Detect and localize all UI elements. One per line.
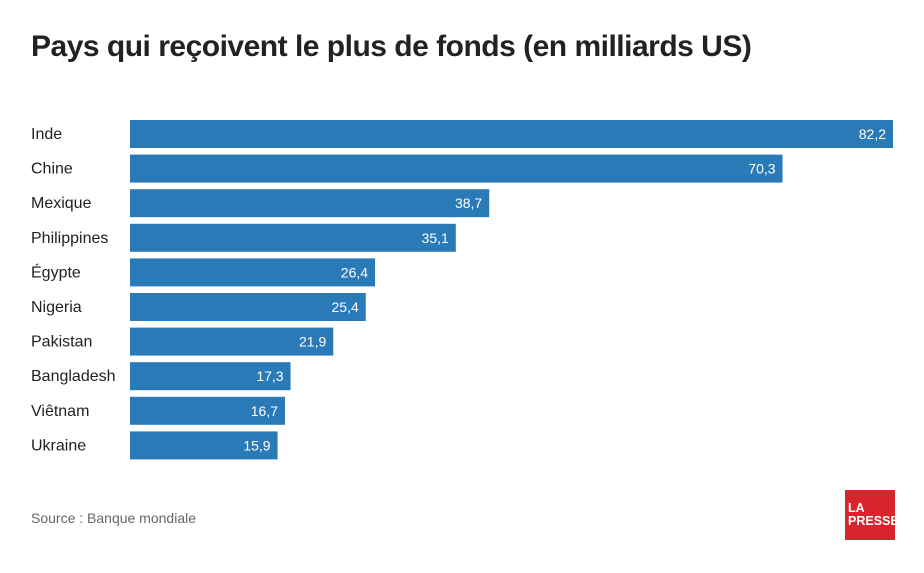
bar [130,293,366,321]
bar [130,362,291,391]
value-label: 26,4 [341,264,368,280]
bar [130,396,286,425]
value-label: 16,7 [251,403,278,419]
bar [130,327,334,356]
category-label: Inde [31,126,62,143]
value-label: 35,1 [422,230,449,246]
category-label: Chine [31,161,73,178]
bar [130,154,783,183]
value-label: 25,4 [332,299,359,315]
value-label: 70,3 [748,161,775,177]
category-label: Nigeria [31,299,82,316]
value-label: 15,9 [243,437,270,453]
bar [130,431,278,460]
bar [130,223,456,252]
chart-title: Pays qui reçoivent le plus de fonds (en … [31,30,752,63]
value-label: 21,9 [299,334,326,350]
category-label: Ukraine [31,437,86,454]
source-note: Source : Banque mondiale [31,510,196,526]
value-label: 82,2 [859,126,886,142]
category-label: Philippines [31,230,108,247]
value-label: 38,7 [455,195,482,211]
logo-line-1: LA [848,501,865,515]
category-label: Pakistan [31,334,92,351]
bar [130,189,490,218]
logo-line-2: PRESSE [848,514,899,528]
category-label: Bangladesh [31,368,116,385]
la-presse-logo: LA PRESSE [845,490,899,540]
category-label: Viêtnam [31,403,89,420]
bar [130,258,376,287]
category-label: Mexique [31,195,92,212]
category-label: Égypte [31,262,81,281]
value-label: 17,3 [256,368,283,384]
bar [130,120,893,148]
